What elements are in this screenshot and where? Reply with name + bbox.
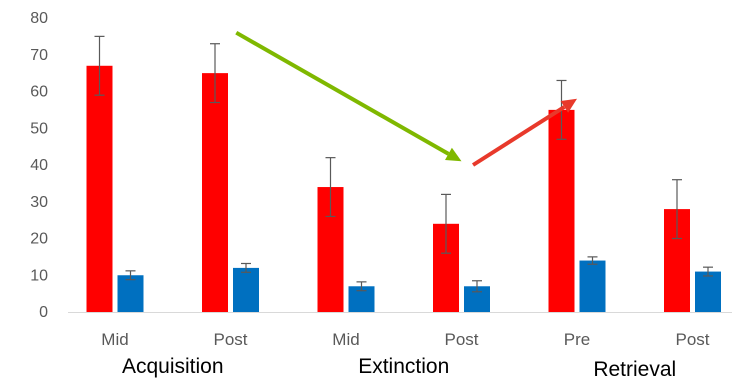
y-tick-label: 0 — [39, 304, 48, 321]
bars — [86, 65, 721, 313]
category-label: Pre — [564, 330, 590, 349]
y-tick-label: 10 — [30, 267, 48, 284]
error-bar — [356, 281, 367, 292]
bar — [233, 267, 259, 312]
error-bars — [94, 35, 713, 293]
category-labels: Mid Post Mid Post Pre Post — [101, 330, 709, 349]
group-label: Extinction — [358, 355, 449, 378]
group-label: Acquisition — [122, 355, 224, 378]
error-bar — [94, 35, 105, 96]
bar — [548, 109, 575, 312]
category-label: Post — [213, 330, 247, 349]
y-tick-label: 20 — [30, 231, 48, 248]
error-bar — [703, 266, 713, 277]
category-label: Mid — [332, 330, 359, 349]
error-bar — [672, 179, 682, 240]
bar — [117, 275, 144, 312]
annotation-arrow — [235, 30, 462, 162]
category-label: Mid — [101, 330, 128, 349]
y-tick-label: 30 — [30, 194, 48, 211]
bar — [695, 271, 721, 312]
y-tick-label: 70 — [30, 47, 48, 64]
error-bar — [441, 193, 451, 254]
error-bar — [125, 270, 136, 281]
y-tick-label: 80 — [30, 10, 48, 27]
error-bar — [241, 262, 251, 273]
annotation-arrows — [235, 30, 577, 167]
bar — [579, 260, 606, 312]
bar — [86, 65, 113, 313]
category-label: Post — [444, 330, 478, 349]
group-labels: Acquisition Extinction Retrieval — [122, 355, 676, 380]
y-tick-label: 50 — [30, 120, 48, 137]
y-axis-ticks: 0 10 20 30 40 50 60 70 80 — [30, 10, 48, 321]
annotation-arrow — [471, 98, 577, 167]
error-bar — [325, 157, 336, 218]
y-tick-label: 40 — [30, 157, 48, 174]
bar — [202, 73, 228, 312]
error-bar — [472, 280, 482, 293]
category-label: Post — [675, 330, 709, 349]
group-label: Retrieval — [593, 358, 676, 380]
error-bar — [210, 43, 220, 104]
y-tick-label: 60 — [30, 84, 48, 101]
error-bar — [587, 256, 598, 265]
